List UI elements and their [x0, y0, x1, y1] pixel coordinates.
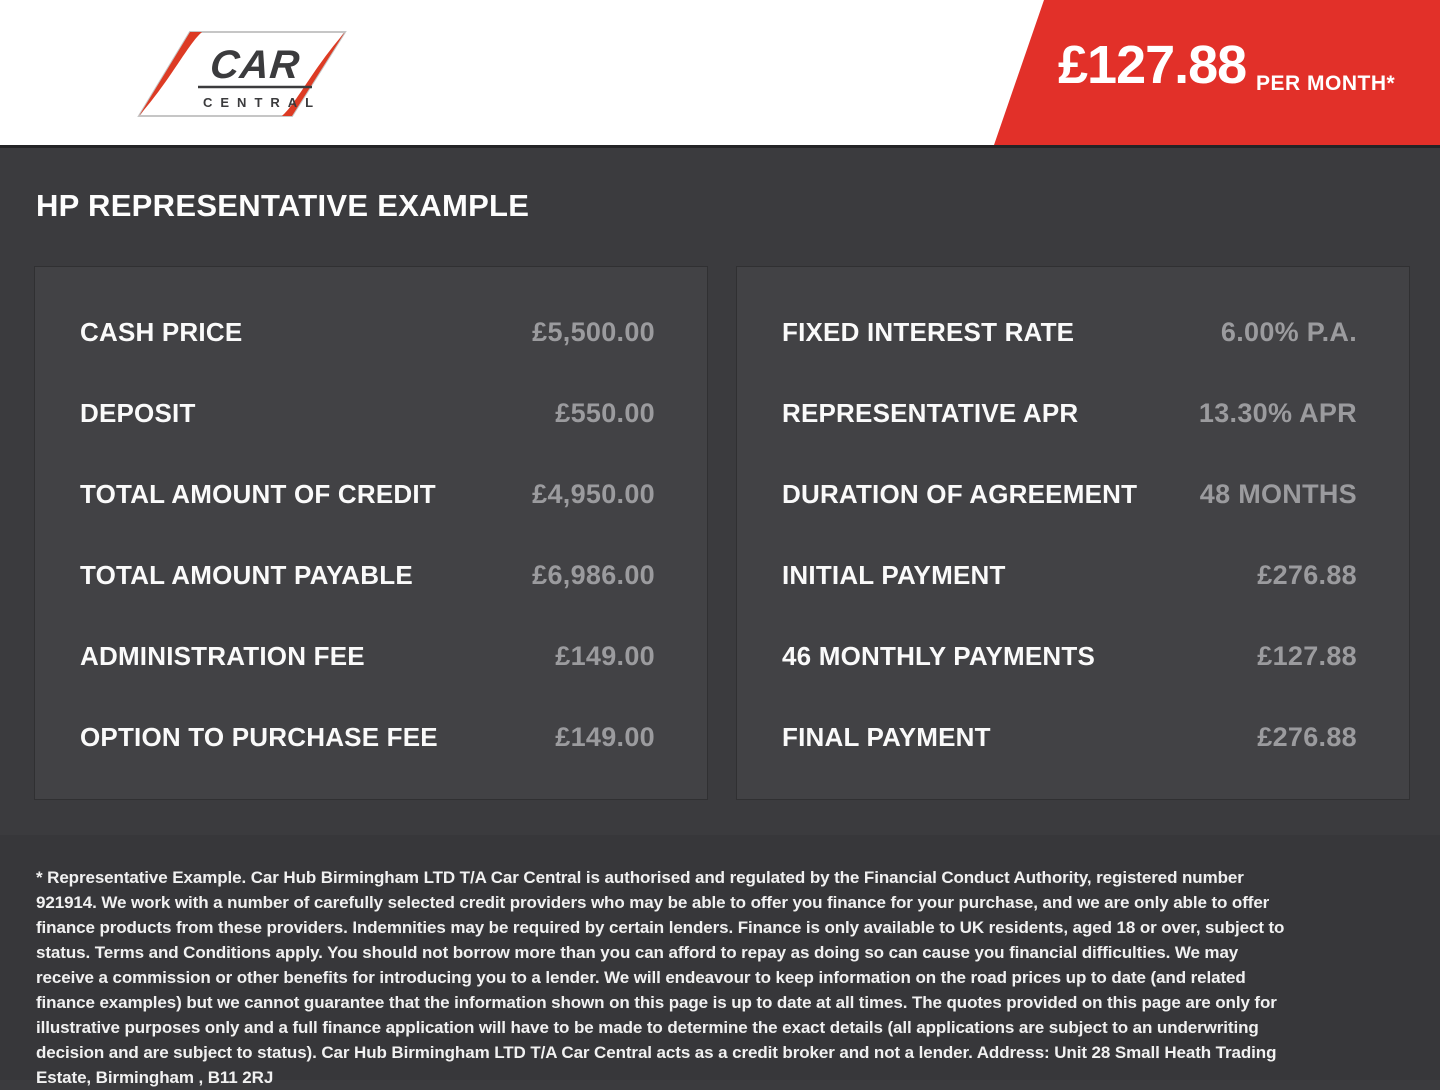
monthly-price: £127.88	[1058, 35, 1247, 95]
disclaimer-text: * Representative Example. Car Hub Birmin…	[36, 868, 1285, 1087]
finance-row: TOTAL AMOUNT PAYABLE £6,986.00	[80, 560, 655, 591]
price-banner: £127.88 PER MONTH*	[994, 0, 1440, 145]
finance-row-label: FIXED INTEREST RATE	[782, 317, 1075, 347]
finance-row-value: 6.00% P.A.	[1220, 317, 1357, 347]
logo-swoosh-top-left	[139, 32, 202, 116]
finance-row-label: TOTAL AMOUNT OF CREDIT	[80, 479, 436, 509]
finance-row-label: INITIAL PAYMENT	[782, 560, 1006, 590]
finance-row: 46 MONTHLY PAYMENTS £127.88	[782, 641, 1357, 672]
finance-row: TOTAL AMOUNT OF CREDIT £4,950.00	[80, 479, 655, 510]
finance-row-label: DEPOSIT	[80, 398, 196, 428]
finance-row: DEPOSIT £550.00	[80, 398, 655, 429]
finance-row-value: £550.00	[555, 398, 655, 428]
finance-row-label: DURATION OF AGREEMENT	[782, 479, 1138, 509]
finance-row-label: TOTAL AMOUNT PAYABLE	[80, 560, 413, 590]
finance-row-label: REPRESENTATIVE APR	[782, 398, 1079, 428]
logo-text-car: CAR	[208, 43, 302, 87]
finance-row-label: CASH PRICE	[80, 317, 243, 347]
logo-text-central: CENTRAL	[203, 95, 321, 110]
finance-row-label: OPTION TO PURCHASE FEE	[80, 722, 438, 752]
finance-row: DURATION OF AGREEMENT 48 MONTHS	[782, 479, 1357, 510]
page-title: HP REPRESENTATIVE EXAMPLE	[36, 188, 530, 223]
finance-row-value: £276.88	[1257, 722, 1357, 752]
finance-row-label: ADMINISTRATION FEE	[80, 641, 365, 671]
finance-row: OPTION TO PURCHASE FEE £149.00	[80, 722, 655, 753]
finance-row-value: £5,500.00	[532, 317, 655, 347]
finance-row-value: 13.30% APR	[1198, 398, 1357, 428]
finance-row-label: 46 MONTHLY PAYMENTS	[782, 641, 1095, 671]
finance-row-value: £149.00	[555, 722, 655, 752]
finance-row: INITIAL PAYMENT £276.88	[782, 560, 1357, 591]
car-central-logo: CAR CENTRAL	[137, 31, 347, 117]
logo-swoosh-bottom-right	[282, 32, 345, 116]
finance-row-label: FINAL PAYMENT	[782, 722, 991, 752]
disclaimer-strip: * Representative Example. Car Hub Birmin…	[0, 835, 1440, 1087]
finance-row-value: £127.88	[1257, 641, 1357, 671]
finance-row: FINAL PAYMENT £276.88	[782, 722, 1357, 753]
monthly-price-suffix: PER MONTH*	[1256, 72, 1396, 95]
finance-row-value: £4,950.00	[532, 479, 655, 509]
page-header: CAR CENTRAL £127.88 PER MONTH*	[0, 0, 1440, 148]
finance-panel-right: FIXED INTEREST RATE 6.00% P.A. REPRESENT…	[737, 267, 1409, 799]
finance-row: FIXED INTEREST RATE 6.00% P.A.	[782, 317, 1357, 348]
finance-row-value: 48 MONTHS	[1199, 479, 1357, 509]
finance-row-value: £276.88	[1257, 560, 1357, 590]
finance-row-value: £6,986.00	[532, 560, 655, 590]
finance-row: CASH PRICE £5,500.00	[80, 317, 655, 348]
finance-row: REPRESENTATIVE APR 13.30% APR	[782, 398, 1357, 429]
finance-row-value: £149.00	[555, 641, 655, 671]
finance-panel-left: CASH PRICE £5,500.00 DEPOSIT £550.00 TOT…	[35, 267, 707, 799]
finance-row: ADMINISTRATION FEE £149.00	[80, 641, 655, 672]
